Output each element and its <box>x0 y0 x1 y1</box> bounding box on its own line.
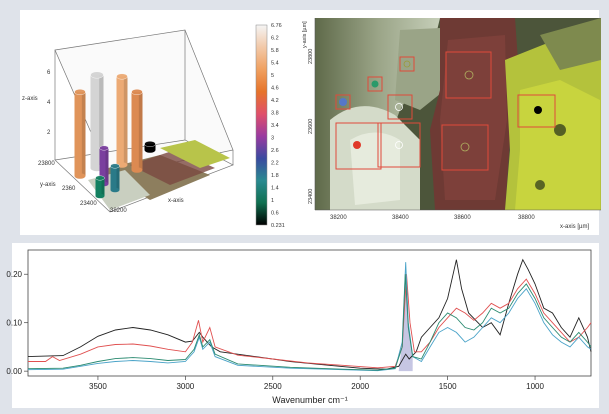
bar3d-bar <box>144 141 156 153</box>
selection-boxes <box>335 51 556 171</box>
colorbar-tick-label: 6.76 <box>271 23 282 29</box>
z-tick-6: 6 <box>47 70 51 76</box>
x-tick-label: 1000 <box>526 382 544 391</box>
spectrum-line-4 <box>27 274 592 371</box>
colorbar-tick-label: 5.8 <box>271 48 279 54</box>
colorbar-tick-label: 3.8 <box>271 111 279 117</box>
map-x-tick-38400: 38400 <box>392 215 409 221</box>
map-y-axis-label: y-axis [µm] <box>302 21 308 48</box>
colorbar-tick-label: 3 <box>271 136 274 142</box>
y-axis-label-3d: y-axis <box>40 182 56 188</box>
y-tick-label: 0.20 <box>6 270 22 279</box>
bar3d-bar <box>95 175 105 199</box>
x-tick-38200: 38200 <box>110 208 127 214</box>
colorbar-gradient <box>255 24 268 226</box>
bar3d-bars <box>74 71 156 199</box>
colorbar-tick-label: 0.6 <box>271 211 279 217</box>
map-x-tick-38800: 38800 <box>518 215 535 221</box>
colorbar-tick-label: 4.2 <box>271 98 279 104</box>
x-tick-label: 1500 <box>439 382 457 391</box>
spectrum-plot-frame <box>27 249 592 377</box>
z-tick-2: 2 <box>47 130 51 136</box>
x-axis-label-3d: x-axis <box>168 198 184 204</box>
colorbar-tick-label: 5.4 <box>271 61 279 67</box>
x-tick-label: 2000 <box>351 382 369 391</box>
colorbar-tick-label: 3.4 <box>271 123 279 129</box>
colorbar-ticks: 6.76 6.2 5.8 5.4 5 4.6 4.2 3.8 3.4 3 2.6 2.2 1.8 1.4 1… <box>271 23 285 229</box>
map-x-tick-38200: 38200 <box>330 215 347 221</box>
colorbar-tick-label: 1 <box>271 198 274 204</box>
selection-markers <box>339 60 542 152</box>
z-axis-label: z-axis <box>22 96 38 102</box>
colorbar-tick-label: 6.2 <box>271 36 279 42</box>
map-y-tick-23400: 23400 <box>308 189 314 204</box>
colorbar-tick-label: 4.6 <box>271 86 279 92</box>
y-tick-label: 0.10 <box>6 319 22 328</box>
colorbar-tick-label: 0.231 <box>271 223 285 229</box>
bar3d-bar <box>131 89 143 173</box>
bar3d-bar <box>110 163 120 193</box>
x-tick-label: 3500 <box>89 382 107 391</box>
x-tick-label: 2500 <box>264 382 282 391</box>
x-tick-label: 3000 <box>176 382 194 391</box>
map-x-tick-38600: 38600 <box>454 215 471 221</box>
map-x-axis-label: x-axis [µm] <box>560 224 589 230</box>
y-tick-23400: 23400 <box>80 201 97 207</box>
colorbar-tick-label: 5 <box>271 73 274 79</box>
spectrum-series <box>27 258 592 372</box>
spectrum-x-axis-label: Wavenumber cm⁻¹ <box>272 395 347 405</box>
map-y-tick-23800: 23800 <box>308 49 314 64</box>
bar3d-bar <box>74 89 86 179</box>
colorbar-tick-label: 1.8 <box>271 173 279 179</box>
colorbar-tick-label: 2.2 <box>271 161 279 167</box>
y-tick-2360: 2360 <box>62 186 76 192</box>
micrograph-image <box>315 18 601 210</box>
y-tick-23800: 23800 <box>38 161 55 167</box>
colorbar-tick-label: 2.6 <box>271 148 279 154</box>
map-y-tick-23600: 23600 <box>308 119 314 134</box>
y-tick-label: 0.00 <box>6 367 22 376</box>
spectrum-axes: 3500 3000 2500 2000 1500 1000 0.00 0.10 0.20 <box>6 270 544 391</box>
colorbar-tick-label: 1.4 <box>271 186 279 192</box>
bar3d-bar <box>116 73 128 168</box>
bar3d-bar <box>90 71 104 172</box>
z-tick-4: 4 <box>47 100 51 106</box>
